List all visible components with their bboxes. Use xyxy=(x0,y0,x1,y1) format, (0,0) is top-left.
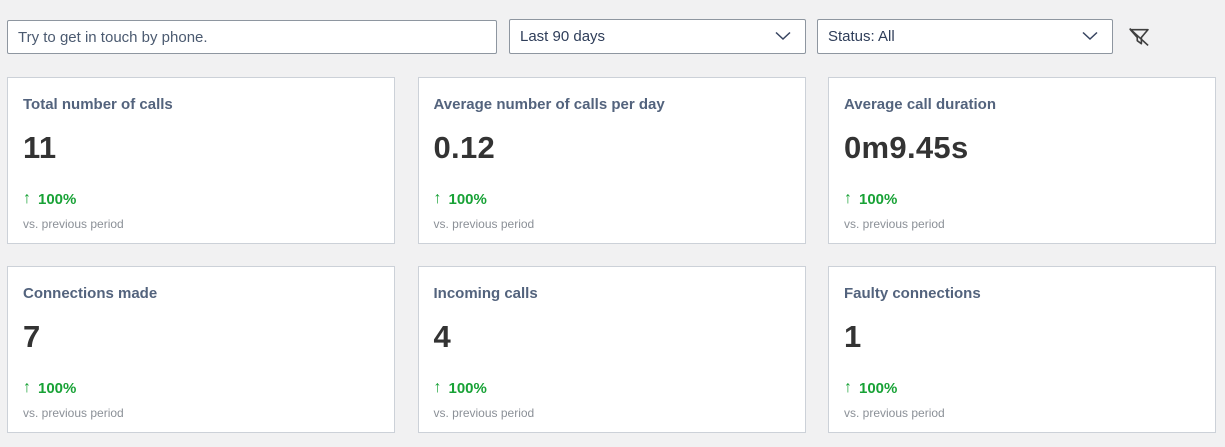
clear-filters-button[interactable] xyxy=(1124,23,1154,53)
stat-trend: ↑ 100% xyxy=(434,379,785,397)
stat-value: 0.12 xyxy=(433,130,496,165)
stat-value: 1 xyxy=(844,319,862,354)
trend-percent: 100% xyxy=(859,379,898,397)
stat-comparison: vs. previous period xyxy=(844,217,945,231)
stat-trend: ↑ 100% xyxy=(844,190,1195,208)
stat-card-faulty-connections: Faulty connections 1 ↑ 100% vs. previous… xyxy=(828,266,1216,433)
filter-off-icon xyxy=(1126,24,1152,53)
trend-percent: 100% xyxy=(38,379,77,397)
period-dropdown-value: Last 90 days xyxy=(520,28,606,45)
stat-card-connections-made: Connections made 7 ↑ 100% vs. previous p… xyxy=(7,266,395,433)
chevron-down-icon xyxy=(775,28,791,46)
stat-card-avg-calls-per-day: Average number of calls per day 0.12 ↑ 1… xyxy=(417,77,806,244)
stat-comparison: vs. previous period xyxy=(433,406,535,420)
stat-comparison: vs. previous period xyxy=(433,217,535,231)
trend-percent: 100% xyxy=(859,190,898,208)
stats-row-bottom: Connections made 7 ↑ 100% vs. previous p… xyxy=(7,266,1216,433)
stat-value: 0m9.45s xyxy=(844,130,969,165)
arrow-up-icon: ↑ xyxy=(844,190,852,207)
stat-title: Average number of calls per day xyxy=(433,96,665,113)
stat-value: 4 xyxy=(433,319,452,354)
stat-title: Total number of calls xyxy=(23,96,173,113)
chevron-down-icon xyxy=(1082,28,1098,46)
stat-title: Average call duration xyxy=(844,96,996,113)
status-dropdown[interactable]: Status: All xyxy=(817,19,1113,54)
stat-card-total-calls: Total number of calls 11 ↑ 100% vs. prev… xyxy=(7,77,395,244)
stat-card-avg-call-duration: Average call duration 0m9.45s ↑ 100% vs.… xyxy=(828,77,1216,244)
stat-card-incoming-calls: Incoming calls 4 ↑ 100% vs. previous per… xyxy=(417,266,806,433)
arrow-up-icon: ↑ xyxy=(433,190,442,207)
search-input[interactable] xyxy=(7,20,497,54)
arrow-up-icon: ↑ xyxy=(23,190,31,207)
stat-comparison: vs. previous period xyxy=(844,406,945,420)
filter-toolbar: Last 90 days Status: All xyxy=(0,0,1225,70)
stat-comparison: vs. previous period xyxy=(23,406,124,420)
arrow-up-icon: ↑ xyxy=(433,379,442,396)
stat-comparison: vs. previous period xyxy=(23,217,124,231)
stat-title: Faulty connections xyxy=(844,285,981,302)
stat-value: 11 xyxy=(23,130,57,165)
trend-percent: 100% xyxy=(38,190,77,208)
stat-value: 7 xyxy=(23,319,41,354)
trend-percent: 100% xyxy=(448,190,487,208)
period-dropdown[interactable]: Last 90 days xyxy=(509,19,806,54)
arrow-up-icon: ↑ xyxy=(844,379,852,396)
stat-title: Connections made xyxy=(23,285,158,302)
stat-trend: ↑ 100% xyxy=(434,190,785,208)
trend-percent: 100% xyxy=(448,379,487,397)
stats-row-top: Total number of calls 11 ↑ 100% vs. prev… xyxy=(7,77,1216,244)
arrow-up-icon: ↑ xyxy=(23,379,31,396)
stat-trend: ↑ 100% xyxy=(23,190,374,208)
stat-title: Incoming calls xyxy=(433,285,538,302)
stat-trend: ↑ 100% xyxy=(844,379,1195,397)
stat-trend: ↑ 100% xyxy=(23,379,374,397)
status-dropdown-value: Status: All xyxy=(828,28,895,45)
